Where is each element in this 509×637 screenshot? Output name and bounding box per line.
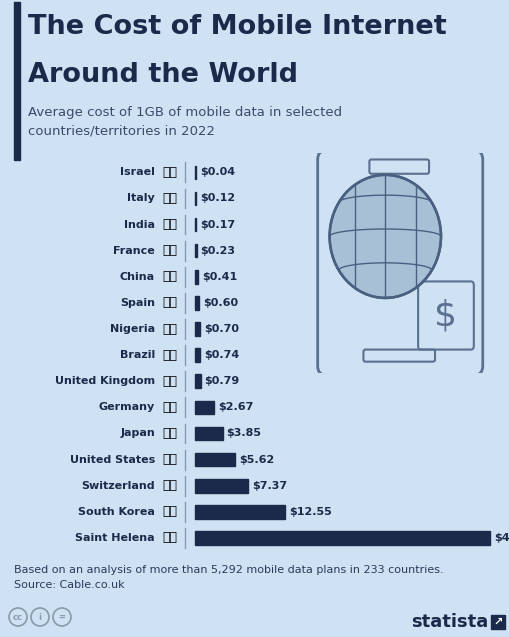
Text: United Kingdom: United Kingdom [55,376,155,386]
Text: 🇩🇪: 🇩🇪 [162,401,177,414]
Text: 🇨🇳: 🇨🇳 [162,270,177,283]
Text: India: India [124,220,155,229]
Text: Italy: Italy [127,194,155,203]
Text: $7.37: $7.37 [251,481,287,490]
Bar [194,296,199,310]
Text: $41.06: $41.06 [493,533,509,543]
Text: Brazil: Brazil [120,350,155,360]
Text: United States: United States [70,455,155,464]
Text: $0.60: $0.60 [203,298,238,308]
Text: Average cost of 1GB of mobile data in selected
countries/territories in 2022: Average cost of 1GB of mobile data in se… [28,106,342,138]
Circle shape [329,175,440,298]
Text: cc: cc [13,613,23,622]
Text: $0.04: $0.04 [200,168,235,177]
Text: $0.17: $0.17 [200,220,235,229]
Text: $0.41: $0.41 [202,272,237,282]
Text: i: i [38,613,41,622]
Text: $: $ [434,299,457,333]
Text: Japan: Japan [120,429,155,438]
Text: $0.12: $0.12 [200,194,235,203]
Bar [14,2,20,161]
Bar [490,615,504,629]
Bar [194,375,200,388]
Text: 🇮🇹: 🇮🇹 [162,192,177,205]
Text: China: China [120,272,155,282]
Bar [194,218,196,231]
Bar [194,531,489,545]
Bar [194,270,197,283]
Text: 🇮🇱: 🇮🇱 [162,166,177,179]
Text: The Cost of Mobile Internet: The Cost of Mobile Internet [28,14,446,40]
Text: =: = [59,613,65,622]
Text: $2.67: $2.67 [218,403,253,412]
Text: Nigeria: Nigeria [109,324,155,334]
Text: Spain: Spain [120,298,155,308]
Text: statista: statista [410,613,487,631]
Text: South Korea: South Korea [78,507,155,517]
Text: $5.62: $5.62 [239,455,274,464]
Bar [194,166,196,179]
Text: $0.74: $0.74 [204,350,239,360]
Text: $0.79: $0.79 [204,376,239,386]
Text: 🇳🇬: 🇳🇬 [162,322,177,336]
Text: ↗: ↗ [492,617,502,627]
Text: $3.85: $3.85 [226,429,261,438]
Text: $12.55: $12.55 [289,507,331,517]
Text: $0.23: $0.23 [200,246,235,255]
Text: $0.70: $0.70 [204,324,239,334]
Text: 🇨🇭: 🇨🇭 [162,479,177,492]
Text: 🇰🇷: 🇰🇷 [162,505,177,519]
Text: Germany: Germany [99,403,155,412]
Text: Saint Helena: Saint Helena [75,533,155,543]
Bar [194,427,222,440]
Bar [194,348,200,362]
Text: Switzerland: Switzerland [81,481,155,490]
Text: 🇸🇭: 🇸🇭 [162,531,177,545]
Text: 🇯🇵: 🇯🇵 [162,427,177,440]
Text: 🇫🇷: 🇫🇷 [162,244,177,257]
Bar [194,401,214,414]
Bar [194,192,196,205]
Bar [194,479,247,492]
Text: 🇪🇸: 🇪🇸 [162,296,177,310]
Bar [194,505,285,519]
Text: Israel: Israel [120,168,155,177]
Text: 🇺🇸: 🇺🇸 [162,453,177,466]
Text: 🇮🇳: 🇮🇳 [162,218,177,231]
Bar [194,244,196,257]
Text: Around the World: Around the World [28,62,297,88]
Text: 🇧🇷: 🇧🇷 [162,348,177,362]
Bar [194,453,235,466]
Text: France: France [113,246,155,255]
Text: Based on an analysis of more than 5,292 mobile data plans in 233 countries.: Based on an analysis of more than 5,292 … [14,565,443,575]
Bar [194,322,200,336]
Text: 🇬🇧: 🇬🇧 [162,375,177,388]
Text: Source: Cable.co.uk: Source: Cable.co.uk [14,580,124,590]
